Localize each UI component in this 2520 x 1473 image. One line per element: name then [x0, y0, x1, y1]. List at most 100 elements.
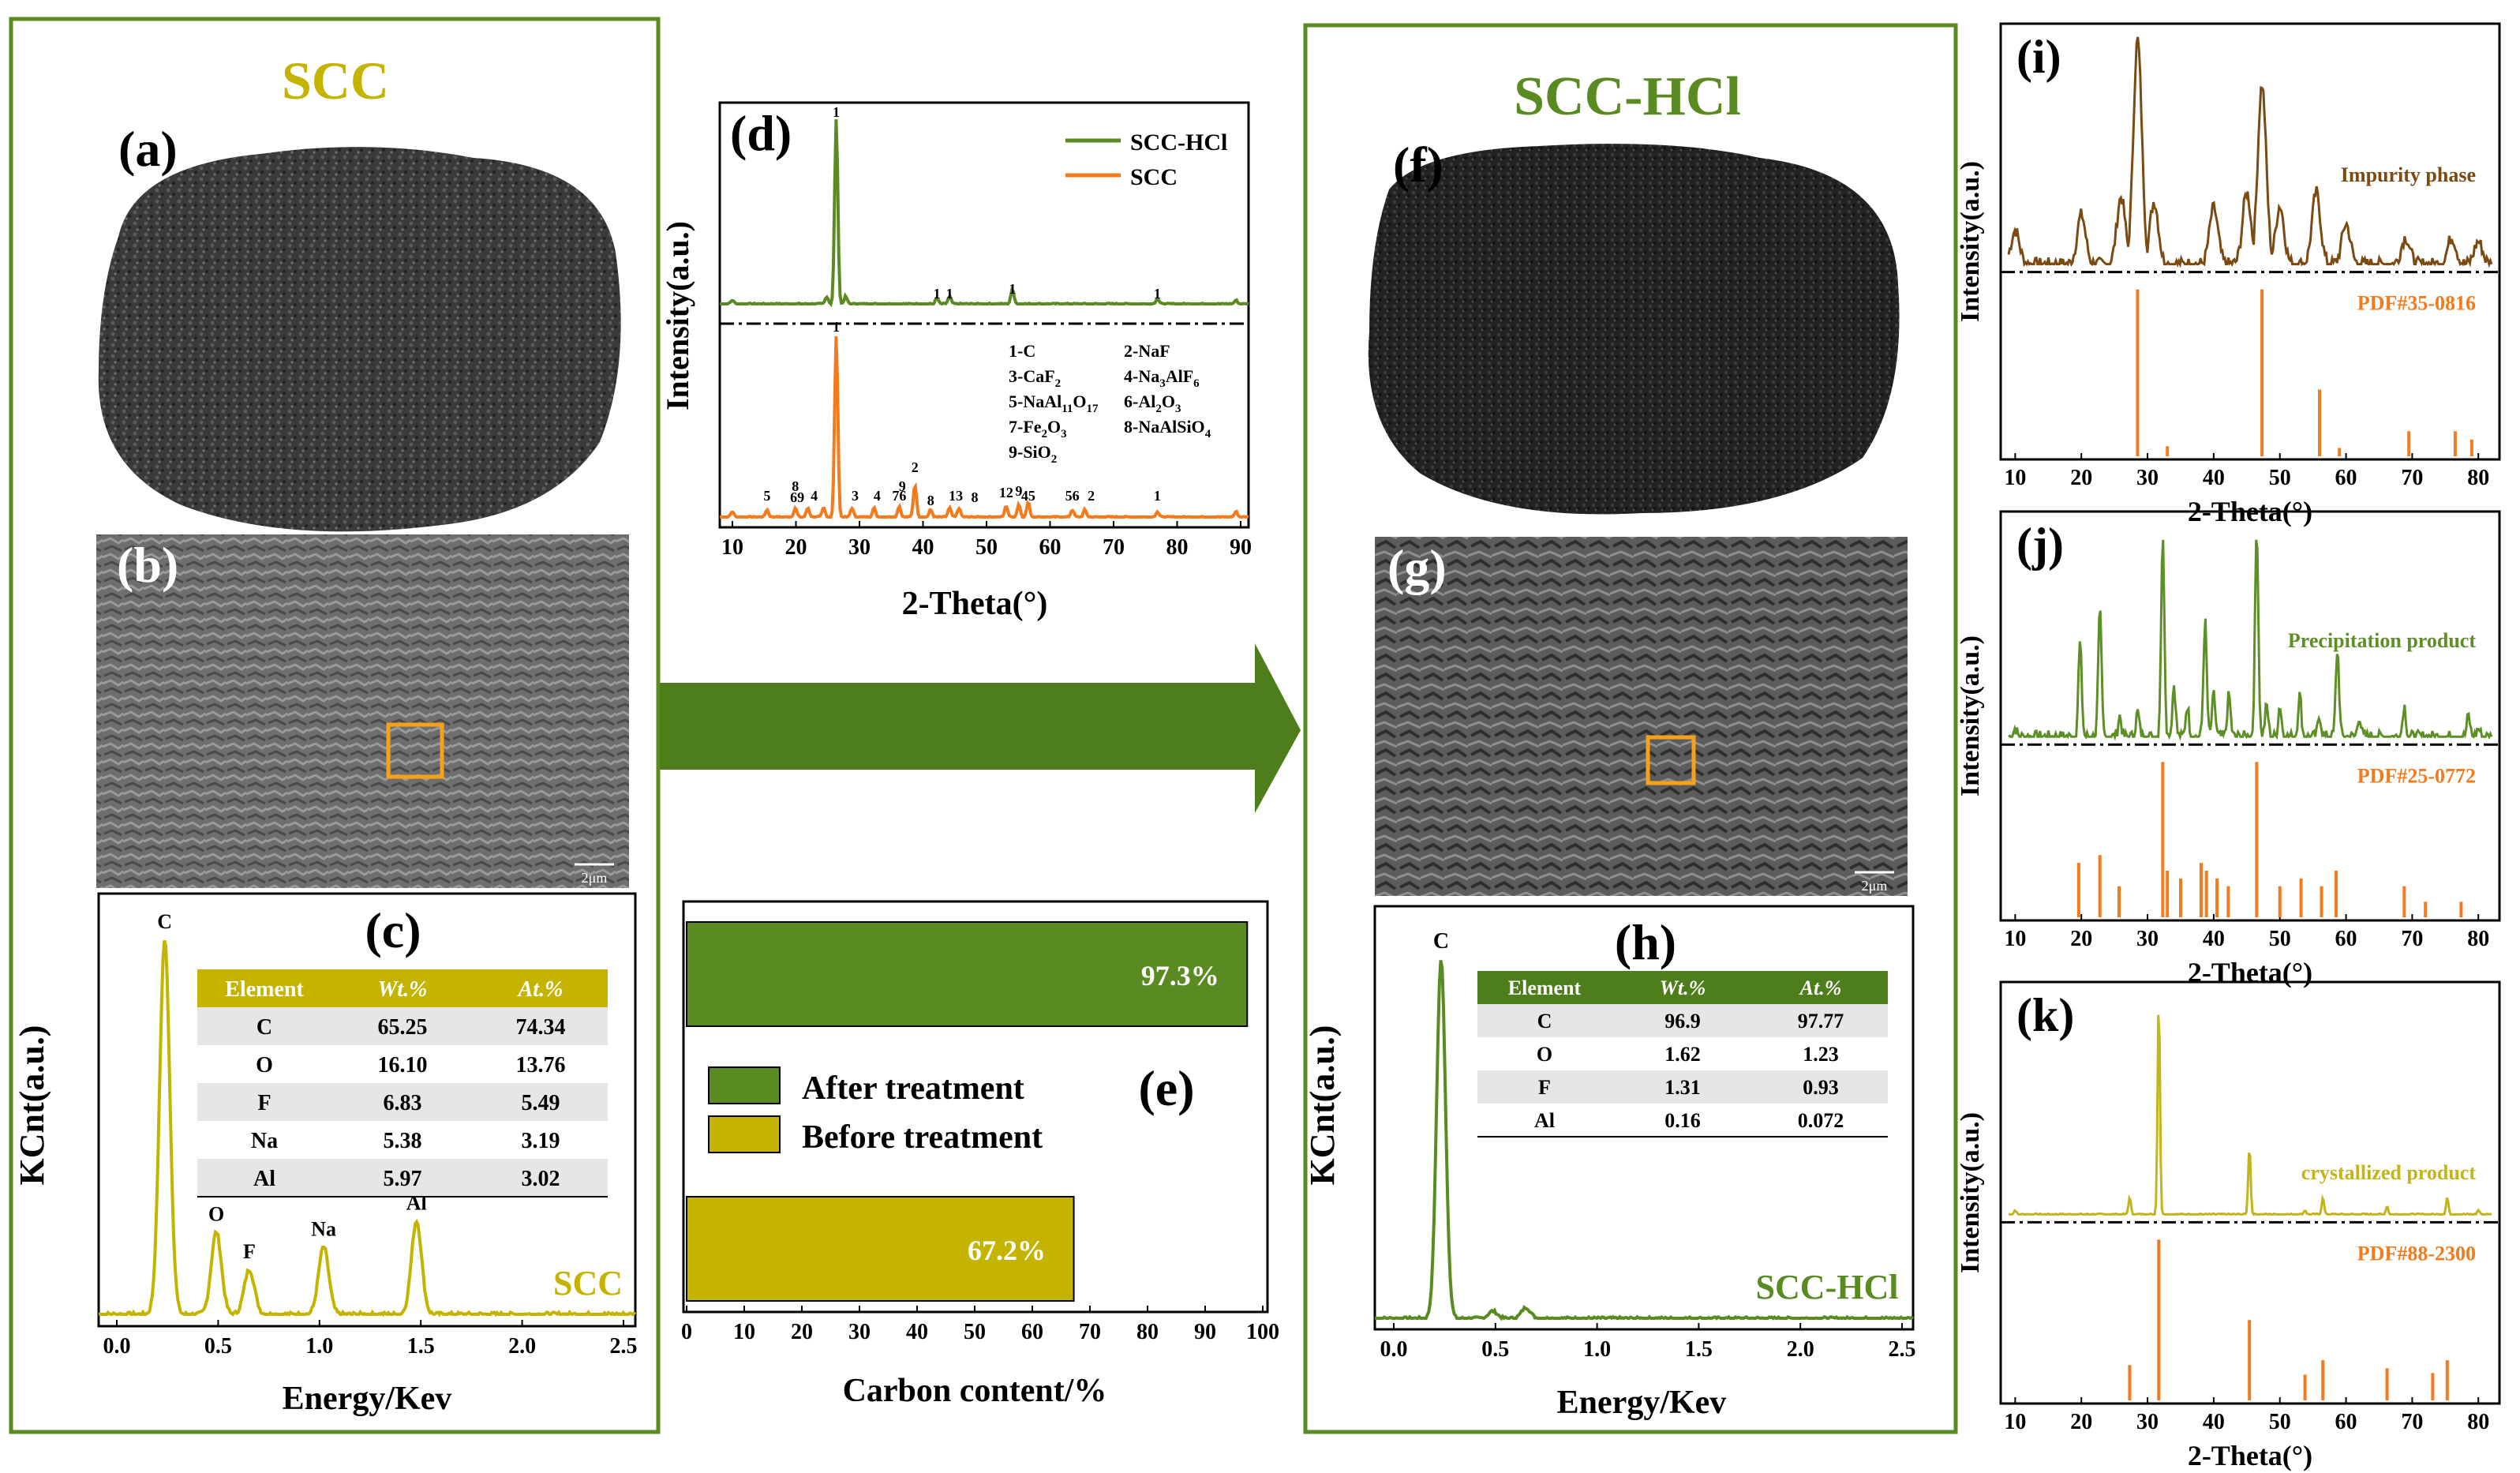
label-b: (b) [117, 537, 178, 593]
label-e: (e) [1138, 1060, 1194, 1116]
xrd-d-top-peak-label: 1 [1154, 286, 1161, 302]
eds-c-table-header-bg [197, 969, 608, 1007]
eds-h-xlabel: Energy/Kev [1557, 1385, 1727, 1421]
xrd-d-bottom-peak-label: 1 [833, 319, 840, 335]
left-panel-title: SCC [282, 51, 389, 111]
right-panel-title: SCC-HCl [1514, 66, 1741, 127]
eds-h-table-header: Wt.% [1660, 976, 1706, 999]
xrd-d-bottom-peak-label: 9 [899, 478, 906, 494]
eds-h-table-cell: 1.31 [1664, 1076, 1701, 1099]
xrd-d-top-peak-label: 1 [946, 286, 953, 302]
eds-h-x-tick-label: 1.5 [1685, 1337, 1713, 1362]
xrd-side-pdf-label: PDF#35-0816 [2357, 292, 2476, 315]
xrd-d-x-tick-label: 70 [1103, 535, 1125, 560]
bar-e-x-tick-label: 10 [733, 1320, 755, 1344]
xrd-d-bottom-peak-label: 9 [1015, 483, 1022, 499]
sem-selection-box [386, 722, 444, 779]
phase-3: 3-CaF2 [1009, 366, 1061, 390]
xrd-side-series [2008, 1014, 2492, 1216]
xrd-d-x-tick-label: 40 [912, 535, 934, 560]
eds-h-table-row [1477, 1004, 1888, 1037]
eds-c-table-cell: C [256, 1015, 272, 1040]
xrd-side-series-name: Impurity phase [2341, 163, 2476, 186]
bar-after-treatment [686, 921, 1249, 1027]
xrd-side-xlabel: 2-Theta(°) [2188, 1440, 2312, 1471]
phase-4: 4-Na3AlF6 [1124, 366, 1200, 390]
xrd-d-series-scc [719, 336, 1249, 519]
xrd-side-tick-label: 10 [2004, 1410, 2026, 1434]
eds-c-table: Element Wt.% At.% C 65.25 74.34 O 16.10 13.76 F 6.… [197, 969, 608, 1198]
eds-h-table-cell: 0.93 [1803, 1076, 1839, 1099]
xrd-side-pdf-label: PDF#25-0772 [2357, 764, 2476, 787]
xrd-panel-j: (j) Intensity(a.u.) 2-Theta(°) 10 20 30 40 50 60… [1956, 510, 2501, 988]
label-g: (g) [1387, 539, 1447, 595]
xrd-side-frame [1999, 22, 2501, 461]
bar-before-treatment [686, 1196, 1075, 1302]
eds-c-x-tick-label: 2.0 [508, 1334, 536, 1359]
eds-h-x-tick-label: 2.5 [1889, 1337, 1916, 1362]
eds-h-x-tick-label: 0.0 [1380, 1337, 1408, 1362]
xrd-d-bottom-peak-label: 76 [892, 488, 906, 504]
eds-h-table-cell: F [1538, 1076, 1551, 1099]
xrd-side-series-name: Precipitation product [2288, 629, 2476, 652]
bar-e-x-tick-label: 70 [1079, 1320, 1101, 1344]
bar-e-x-tick-label: 40 [906, 1320, 928, 1344]
xrd-side-tick-label: 50 [2269, 1410, 2291, 1434]
xrd-d-bottom-peak-label: 2 [912, 459, 919, 475]
xrd-side-frame [1999, 510, 2501, 922]
process-arrow [660, 643, 1301, 813]
phase-5: 5-NaAl11O17 [1009, 392, 1099, 415]
phase-1: 1-C [1009, 341, 1035, 361]
xrd-d-x-tick-label: 80 [1166, 535, 1189, 560]
xrd-d-bottom-peak-label: 56 [1065, 488, 1080, 504]
xrd-side-tick-label: 20 [2070, 466, 2092, 490]
xrd-side-ylabel: Intensity(a.u.) [1956, 161, 1985, 322]
eds-c-xlabel: Energy/Kev [283, 1381, 452, 1417]
xrd-d-top-peak-label: 1 [833, 104, 840, 120]
label-h: (h) [1615, 914, 1676, 970]
eds-c-table-row [197, 1121, 608, 1159]
xrd-side-tick-label: 50 [2269, 927, 2291, 951]
eds-c-x-tick-label: 1.0 [305, 1334, 333, 1359]
xrd-side-tick-label: 30 [2136, 1410, 2159, 1434]
eds-chart-scc: KCnt(a.u.) Energy/Kev (c) SCC 0.0 0.5 1.0 1… [13, 892, 638, 1417]
phase-9: 9-SiO2 [1009, 442, 1057, 466]
eds-h-table-cell: 0.072 [1798, 1109, 1844, 1132]
scale-bar-label: 2μm [582, 870, 608, 886]
photo-scc-powder [98, 147, 621, 532]
eds-c-peak-label: F [243, 1240, 256, 1263]
eds-c-table-cell: 65.25 [378, 1015, 428, 1040]
xrd-side-tick-label: 50 [2269, 466, 2291, 490]
eds-h-table-header-bg [1477, 971, 1888, 1004]
bar-e-x-tick-label: 60 [1021, 1320, 1043, 1344]
label-d: (d) [730, 105, 792, 161]
eds-c-table-cell: 13.76 [516, 1053, 566, 1078]
legend-swatch-before [708, 1115, 781, 1153]
xrd-side-tick-label: 80 [2467, 466, 2489, 490]
eds-c-table-row [197, 1007, 608, 1045]
xrd-panel-k: (k) Intensity(a.u.) 2-Theta(°) 10 20 30 40 50 60… [1956, 980, 2501, 1471]
xrd-side-series [2007, 36, 2493, 268]
eds-c-table-header: At.% [517, 977, 564, 1002]
xrd-d-bottom-peak-label: 1 [1154, 488, 1161, 504]
eds-h-table-row [1477, 1104, 1888, 1137]
eds-c-peak-label: Na [311, 1218, 336, 1241]
xrd-d-bottom-peak-label: 4 [874, 488, 881, 504]
eds-h-table-row [1477, 1070, 1888, 1104]
scale-bar-label-2: 2μm [1862, 878, 1888, 894]
xrd-d-bottom-peak-label: 2 [1088, 488, 1095, 504]
eds-c-table-cell: 5.97 [384, 1167, 422, 1191]
xrd-side-ylabel: Intensity(a.u.) [1956, 1112, 1985, 1273]
phase-2: 2-NaF [1124, 341, 1170, 361]
phase-list: 1-C 2-NaF 3-CaF2 4-Na3AlF6 5-NaAl11O17 6… [1009, 341, 1211, 466]
xrd-side-label: (i) [2016, 31, 2061, 83]
xrd-d-x-tick-label: 60 [1039, 535, 1062, 560]
xrd-side-ylabel: Intensity(a.u.) [1956, 635, 1985, 796]
eds-h-table-cell: C [1537, 1010, 1552, 1033]
xrd-side-tick-label: 60 [2335, 1410, 2357, 1434]
legend-after: After treatment [802, 1070, 1024, 1107]
sem-image-scc [96, 534, 629, 888]
eds-h-table-row [1477, 1037, 1888, 1070]
xrd-d-series-scc-hcl [719, 119, 1249, 308]
eds-c-table-header: Element [225, 977, 304, 1002]
